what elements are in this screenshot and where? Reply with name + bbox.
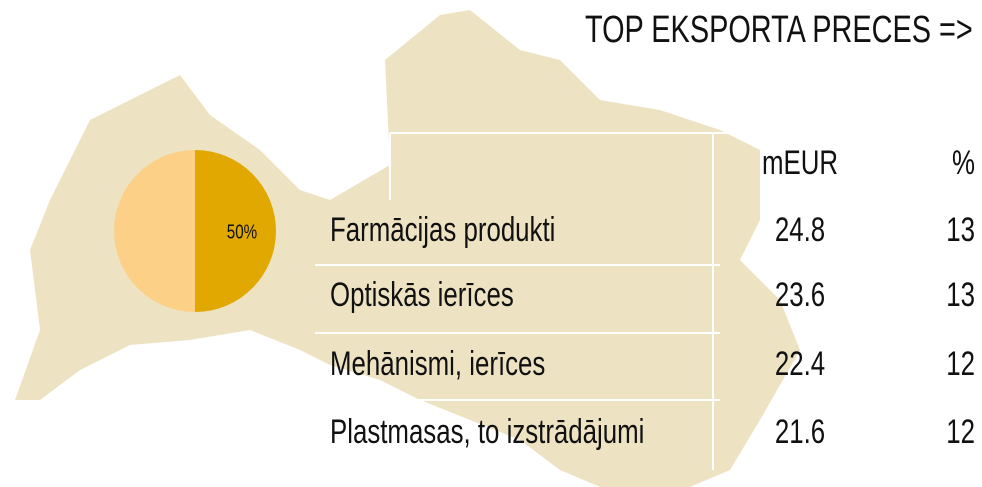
column-header: %	[952, 145, 975, 182]
map-shape	[15, 10, 800, 487]
row-value: 24.8	[775, 212, 825, 249]
row-name: Mehānismi, ierīces	[330, 346, 545, 383]
column-header: mEUR	[762, 145, 838, 182]
pie-label: 50%	[227, 220, 258, 243]
row-name: Farmācijas produkti	[330, 212, 555, 249]
table-title: TOP EKSPORTA PRECES =>	[585, 8, 973, 51]
row-value: 12	[946, 346, 975, 383]
pie-slice	[195, 150, 276, 312]
row-value: 22.4	[775, 346, 825, 383]
row-value: 13	[946, 277, 975, 314]
pie-slice	[114, 150, 195, 312]
row-name: Plastmasas, to izstrādājumi	[330, 414, 644, 451]
row-value: 21.6	[775, 414, 825, 451]
row-value: 13	[946, 212, 975, 249]
row-value: 12	[946, 414, 975, 451]
row-value: 23.6	[775, 277, 825, 314]
table-lines	[315, 132, 775, 470]
row-name: Optiskās ierīces	[330, 277, 514, 314]
